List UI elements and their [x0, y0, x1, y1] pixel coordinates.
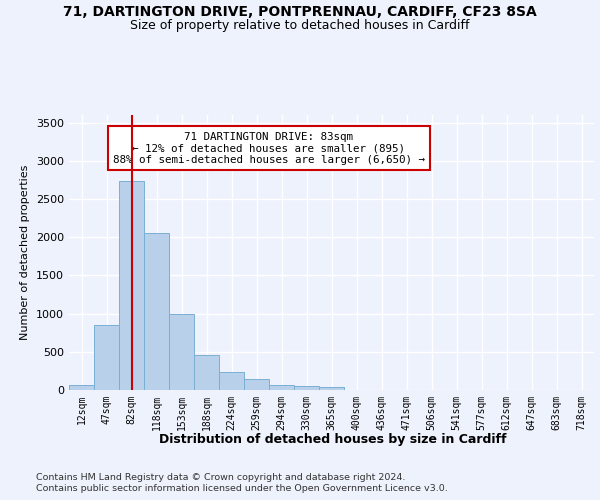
Bar — [144, 232, 169, 390]
Text: 71 DARTINGTON DRIVE: 83sqm
← 12% of detached houses are smaller (895)
88% of sem: 71 DARTINGTON DRIVE: 83sqm ← 12% of deta… — [113, 132, 425, 165]
Bar — [269, 384, 294, 390]
Bar — [219, 372, 244, 390]
Text: 71, DARTINGTON DRIVE, PONTPRENNAU, CARDIFF, CF23 8SA: 71, DARTINGTON DRIVE, PONTPRENNAU, CARDI… — [63, 5, 537, 19]
Bar — [244, 378, 269, 390]
Y-axis label: Number of detached properties: Number of detached properties — [20, 165, 31, 340]
Text: Contains HM Land Registry data © Crown copyright and database right 2024.: Contains HM Land Registry data © Crown c… — [36, 472, 406, 482]
Text: Contains public sector information licensed under the Open Government Licence v3: Contains public sector information licen… — [36, 484, 448, 493]
Text: Distribution of detached houses by size in Cardiff: Distribution of detached houses by size … — [159, 432, 507, 446]
Bar — [69, 386, 94, 390]
Bar — [294, 386, 319, 390]
Bar — [194, 355, 219, 390]
Text: Size of property relative to detached houses in Cardiff: Size of property relative to detached ho… — [130, 19, 470, 32]
Bar — [119, 182, 144, 390]
Bar — [169, 314, 194, 390]
Bar — [94, 325, 119, 390]
Bar — [319, 388, 344, 390]
